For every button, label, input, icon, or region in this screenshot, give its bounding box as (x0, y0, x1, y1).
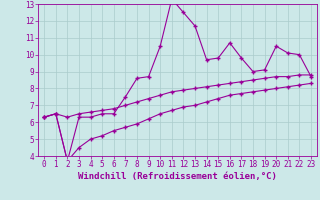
X-axis label: Windchill (Refroidissement éolien,°C): Windchill (Refroidissement éolien,°C) (78, 172, 277, 181)
